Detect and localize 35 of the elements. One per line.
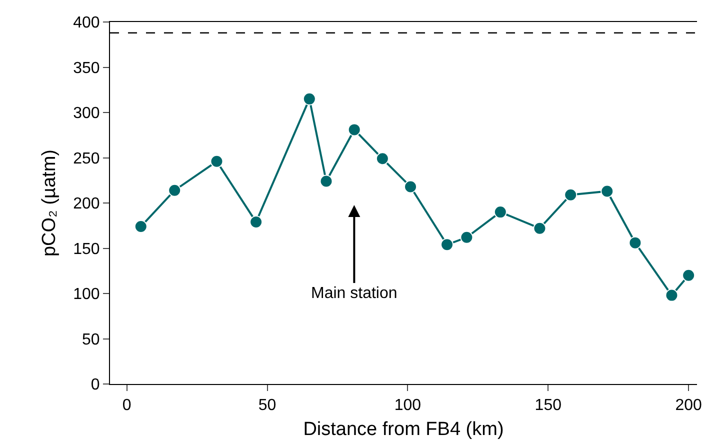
- point: [665, 288, 678, 302]
- y-tick-label: 350: [73, 60, 100, 77]
- y-tick-label: 300: [73, 105, 100, 122]
- x-tick-label: 0: [122, 397, 132, 414]
- y-tick-label: 100: [73, 286, 100, 304]
- x-tick-label: 100: [394, 397, 422, 414]
- point: [628, 236, 642, 250]
- point: [682, 268, 696, 282]
- y-tick-label: 250: [73, 150, 100, 168]
- point: [494, 206, 507, 219]
- point: [533, 222, 546, 235]
- point: [302, 92, 316, 106]
- annotation: Main station: [311, 285, 398, 302]
- y-tick-label: 0: [90, 376, 100, 394]
- point: [440, 238, 454, 252]
- y-tick-label: 200: [73, 196, 100, 213]
- point: [600, 184, 614, 198]
- point: [404, 180, 418, 194]
- point: [210, 154, 224, 168]
- point: [564, 188, 578, 202]
- x-tick-label: 150: [534, 397, 562, 414]
- point: [250, 216, 263, 229]
- point: [134, 220, 148, 234]
- point: [376, 152, 389, 166]
- y-tick-label: 150: [73, 240, 100, 258]
- point: [460, 230, 474, 244]
- y-tick-label: 400: [73, 14, 100, 32]
- point: [168, 184, 182, 197]
- x-tick-label: 200: [675, 397, 702, 414]
- point: [348, 123, 361, 136]
- x-axis-title: Distance from FB4 (km): [303, 419, 504, 440]
- y-axis-title: pCO₂ (µatm): [38, 150, 60, 256]
- y-tick-label: 50: [82, 331, 100, 348]
- x-tick-label: 50: [258, 397, 276, 414]
- point: [320, 174, 333, 188]
